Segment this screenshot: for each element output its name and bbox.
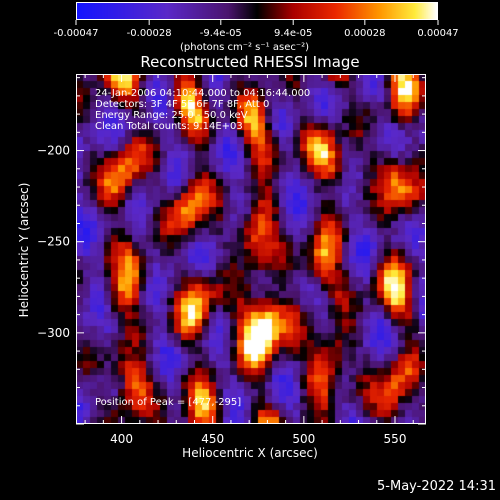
annotation-detectors: Detectors: 3F 4F 5F 6F 7F 8F, Att 0 <box>95 99 270 110</box>
y-tick-label: −300 <box>37 326 70 340</box>
annotation-time: 24-Jan-2006 04:10:44.000 to 04:16:44.000 <box>95 88 311 99</box>
colorbar-tick-label: 0.00028 <box>344 28 385 39</box>
x-tick-label: 450 <box>201 432 224 446</box>
chart-title: Reconstructed RHESSI Image <box>140 53 360 71</box>
annotation-peak: Position of Peak = [477,-295] <box>95 397 242 408</box>
annotation-clean: Clean Total counts: 9.14E+03 <box>95 121 243 132</box>
x-tick-label: 400 <box>110 432 133 446</box>
colorbar-unit-label: (photons cm⁻² s⁻¹ asec⁻²) <box>180 42 310 53</box>
plot-date-stamp: 5-May-2022 14:31 <box>377 479 496 494</box>
annotation-energy: Energy Range: 25.0 - 50.0 keV <box>95 110 248 121</box>
colorbar-tick-label: 0.00047 <box>417 28 458 39</box>
plot-frame <box>76 74 426 424</box>
colorbar-tick-label: -0.00028 <box>127 28 172 39</box>
x-tick-label: 550 <box>384 432 407 446</box>
colorbar-tick-label: -0.00047 <box>54 28 99 39</box>
y-tick-label: −200 <box>37 144 70 158</box>
colorbar <box>76 2 438 20</box>
colorbar-ticks: -0.00047 -0.00028 -9.4e-05 9.4e-05 0.00028 0.… <box>54 20 459 39</box>
colorbar-tick-label: -9.4e-05 <box>200 28 242 39</box>
x-tick-label: 500 <box>292 432 315 446</box>
y-tick-label: −250 <box>37 235 70 249</box>
colorbar-tick-label: 9.4e-05 <box>274 28 312 39</box>
x-axis-label: Heliocentric X (arcsec) <box>182 446 318 460</box>
heatmap-image <box>76 74 426 424</box>
y-axis-label: Heliocentric Y (arcsec) <box>17 182 31 318</box>
